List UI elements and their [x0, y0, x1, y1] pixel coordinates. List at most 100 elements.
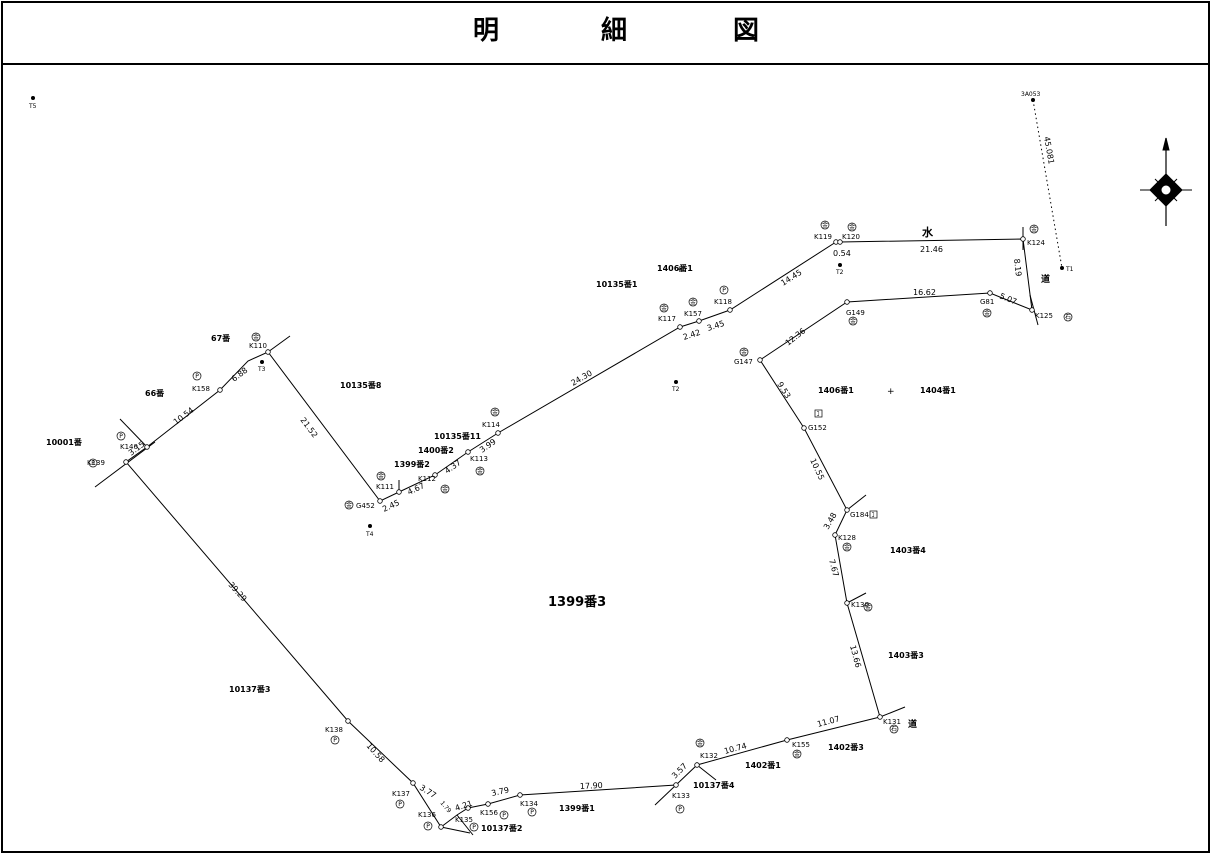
control-label-t2: T2: [835, 269, 844, 276]
parcel-label: 10135番1: [596, 279, 638, 289]
mark-metal: 金: [690, 298, 696, 306]
point-label-k133: K133: [672, 792, 690, 800]
point-label-k140: K140: [120, 443, 138, 451]
parcel-label: 10137番4: [693, 780, 735, 790]
point-label-k155: K155: [792, 741, 810, 749]
distance-label: 8.19: [1012, 258, 1023, 277]
point-label-k120: K120: [842, 233, 860, 241]
point-label-g184: G184: [850, 511, 869, 519]
parcel-label: 1402番3: [828, 742, 864, 752]
waterway-label: 水: [922, 225, 934, 239]
distance-label: 6.88: [230, 366, 250, 384]
distance-label: 12.36: [784, 326, 808, 347]
distance-label: 3.45: [706, 319, 726, 333]
distance-label: 11.07: [816, 714, 840, 729]
distance-label: 9.53: [775, 380, 792, 400]
mark-metal: 金: [822, 221, 828, 229]
distance-label: 7.67: [827, 558, 840, 578]
road-label: 道: [908, 718, 917, 730]
control-point-t5: [31, 96, 35, 100]
cross-marker: +: [887, 387, 895, 397]
distance-label: 3.57: [670, 761, 689, 780]
parcel-label: 1399番2: [394, 459, 430, 469]
parcel-label: 1403番3: [888, 650, 924, 660]
parcel-label: 1404番1: [920, 385, 956, 395]
distance-label: 10.58: [365, 741, 387, 764]
point-label-k130: K130: [851, 601, 869, 609]
mark-metal: 金: [794, 750, 800, 758]
point-label-k132: K132: [700, 752, 718, 760]
mark-metal: 金: [697, 739, 703, 747]
distance-label: 2.42: [682, 328, 702, 342]
parcel-label: 1399番1: [559, 803, 595, 813]
mark-p: P: [119, 433, 123, 440]
distance-label: 3.48: [822, 511, 839, 531]
parcel-label: 66番: [145, 388, 165, 398]
mark-konkuri: ｺ: [871, 512, 874, 519]
point-label-g149: G149: [846, 309, 865, 317]
point-label-k117: K117: [658, 315, 676, 323]
mark-p: P: [678, 806, 682, 813]
distance-label: 10.54: [172, 406, 196, 427]
parcel-label: 10135番8: [340, 380, 382, 390]
distance-label: 4.37: [443, 458, 463, 476]
distance-label: 10.55: [808, 457, 826, 482]
mark-metal: 金: [865, 603, 871, 611]
point-label-k111: K111: [376, 483, 394, 491]
control-point-t3: [260, 360, 264, 364]
mark-p: P: [91, 460, 95, 467]
point-label-k118: K118: [714, 298, 732, 306]
point-label-g452: G452: [356, 502, 375, 510]
reference-label: 3A053: [1021, 91, 1041, 98]
mark-metal: 金: [378, 472, 384, 480]
mark-stone: 石: [1065, 314, 1071, 321]
mark-metal: 金: [850, 317, 856, 325]
point-label-k137: K137: [392, 790, 410, 798]
cross-marker: +: [676, 265, 684, 275]
mark-metal: 金: [1031, 225, 1037, 233]
distance-label: 39.29: [227, 580, 249, 603]
parcel-label: 1406番1: [657, 263, 693, 273]
distance-label: 21.46: [920, 245, 943, 254]
title-char-2: 細: [601, 16, 628, 46]
distance-label: 21.52: [298, 416, 319, 440]
distance-label: 45.081: [1042, 136, 1056, 165]
distance-label: 5.07: [998, 292, 1018, 307]
mark-p: P: [530, 809, 534, 816]
control-point-t1: [1060, 266, 1064, 270]
parcel-label: 67番: [211, 333, 231, 343]
road-label: 道: [1041, 273, 1050, 285]
parcel-label: 1400番2: [418, 445, 454, 455]
parcel-label: 10137番2: [481, 823, 522, 833]
control-label-t1: T1: [1065, 266, 1074, 273]
point-label-g152: G152: [808, 424, 827, 432]
point-label-k114: K114: [482, 421, 500, 429]
mark-p: P: [472, 824, 476, 831]
mark-metal: 金: [984, 309, 990, 317]
point-label-k119: K119: [814, 233, 832, 241]
distance-label: 17.90: [580, 781, 603, 791]
mark-konkuri: ｺ: [816, 411, 819, 418]
point-label-k124: K124: [1027, 239, 1045, 247]
mark-metal: 金: [442, 485, 448, 493]
control-label-t5: T5: [28, 103, 37, 110]
point-label-k136: K136: [418, 811, 436, 819]
title-bar: 明 細 図: [3, 3, 1208, 65]
point-label-k138: K138: [325, 726, 343, 734]
point-label-k131: K131: [883, 718, 901, 726]
control-point-t2: [838, 263, 842, 267]
point-label-g147: G147: [734, 358, 753, 366]
control-point-t4: [368, 524, 372, 528]
distance-label: 0.54: [833, 249, 851, 258]
parcel-label: 10137番3: [229, 684, 270, 694]
control-label-t4: T4: [365, 531, 374, 538]
point-label-k157: K157: [684, 310, 702, 318]
boundary-line: [125, 238, 1033, 828]
point-label-k158: K158: [192, 385, 210, 393]
mark-metal: 金: [477, 467, 483, 475]
reference-point: [1031, 98, 1035, 102]
mark-metal: 金: [253, 333, 259, 341]
distance-label: 4.67: [406, 481, 426, 497]
mark-p: P: [426, 823, 430, 830]
